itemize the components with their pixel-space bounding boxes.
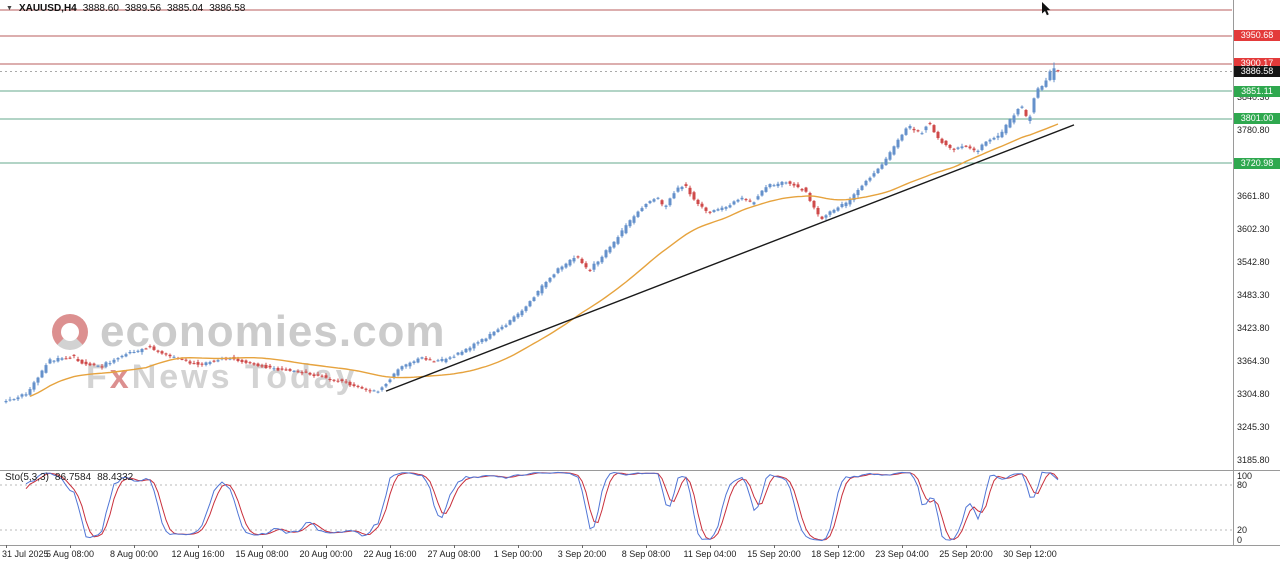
indicator-label-row: Sto(5,3,3) 86.7584 88.4332 <box>5 472 133 483</box>
symbol-dropdown-icon[interactable]: ▼ <box>6 4 13 12</box>
symbol-timeframe-label: XAUUSD,H4 <box>18 3 77 14</box>
indicator-panel-separator[interactable] <box>0 470 1280 471</box>
stochastic-indicator-panel[interactable] <box>0 471 1232 542</box>
quote-open: 3888.60 <box>82 3 119 14</box>
price-chart[interactable] <box>0 9 1232 404</box>
time-axis-separator <box>0 545 1280 546</box>
quote-low: 3885.04 <box>167 3 204 14</box>
quote-close: 3886.58 <box>209 3 246 14</box>
indicator-name: Sto(5,3,3) <box>5 472 49 483</box>
indicator-d-value: 88.4332 <box>97 472 134 483</box>
quote-bar: ▼ XAUUSD,H4 3888.60 3889.56 3885.04 3886… <box>6 3 245 14</box>
quote-high: 3889.56 <box>124 3 162 14</box>
price-axis-separator <box>1233 0 1234 545</box>
indicator-k-value: 86.7584 <box>54 472 92 483</box>
mouse-cursor-icon <box>1042 2 1051 16</box>
